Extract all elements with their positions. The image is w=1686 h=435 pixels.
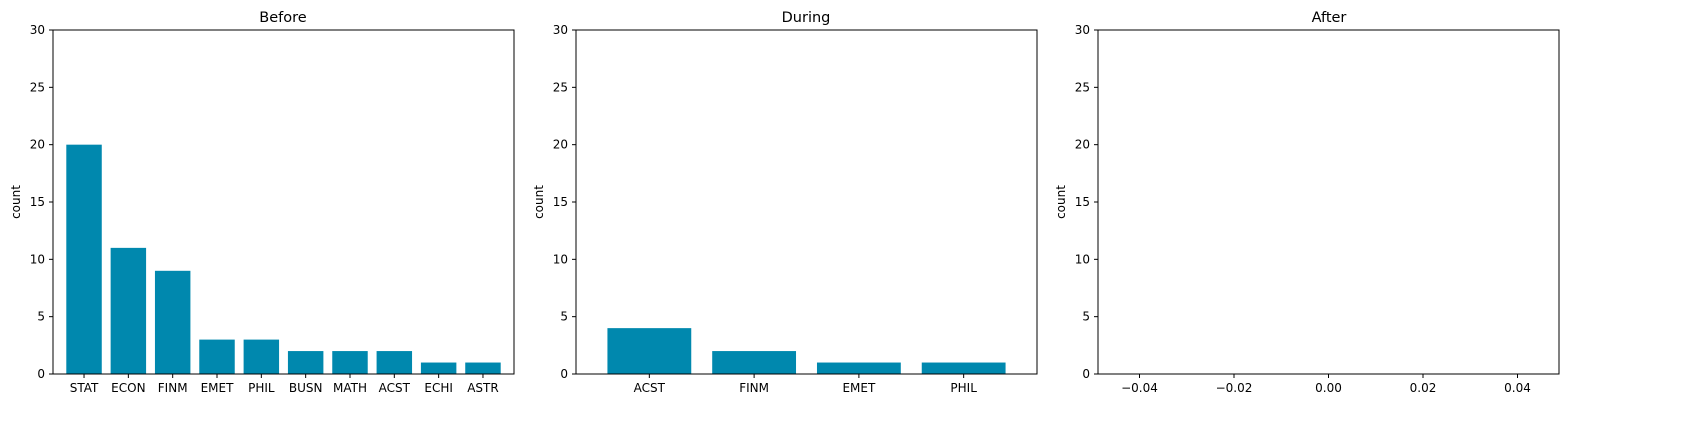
plot-frame	[1097, 29, 1560, 375]
y-tick-label: 0	[1082, 367, 1090, 381]
y-tick-label: 20	[30, 138, 45, 152]
y-tick-label: 15	[1075, 195, 1090, 209]
chart-panel-during: During count 0 5 10 15 20 25 30 ACST FINM EMET PH…	[532, 10, 1038, 395]
x-tick-label: −0.02	[1216, 381, 1253, 395]
y-tick-label: 30	[30, 23, 45, 37]
x-tick-label: ACST	[379, 381, 411, 395]
y-tick-label: 5	[560, 310, 568, 324]
x-tick-label: BUSN	[289, 381, 323, 395]
chart-title: During	[782, 10, 831, 26]
y-tick-label: 20	[1075, 138, 1090, 152]
y-tick-label: 0	[37, 367, 45, 381]
bar-astr	[465, 362, 501, 374]
chart-panel-after: After count 0 5 10 15 20 25 30 −0.04 −0.02 0.00 0…	[1054, 10, 1560, 395]
bar-stat	[66, 144, 102, 374]
y-tick-label: 5	[1082, 310, 1090, 324]
y-tick-label: 30	[553, 23, 568, 37]
y-axis-label: count	[532, 185, 546, 219]
x-tick-label: ECHI	[424, 381, 453, 395]
bar-econ	[110, 247, 147, 374]
x-tick-label: 0.02	[1410, 381, 1437, 395]
bar-busn	[287, 351, 324, 374]
y-tick-label: 15	[553, 195, 568, 209]
y-axis-label: count	[9, 185, 23, 219]
bar-acst	[376, 351, 413, 374]
y-tick-label: 5	[37, 310, 45, 324]
bar-finm	[154, 270, 191, 374]
x-tick-label: EMET	[201, 381, 235, 395]
y-tick-label: 0	[560, 367, 568, 381]
x-tick-label: EMET	[842, 381, 876, 395]
y-tick-label: 10	[30, 252, 45, 266]
x-tick-label: PHIL	[950, 381, 977, 395]
y-tick-label: 15	[30, 195, 45, 209]
bar-phil	[921, 362, 1006, 374]
plot-frame	[52, 29, 515, 375]
y-tick-label: 10	[1075, 252, 1090, 266]
bar-acst	[607, 328, 692, 374]
x-tick-label: 0.04	[1504, 381, 1531, 395]
x-tick-label: FINM	[739, 381, 769, 395]
bar-emet	[199, 339, 235, 374]
x-tick-label: FINM	[158, 381, 188, 395]
x-tick-label: PHIL	[248, 381, 275, 395]
y-axis-label: count	[1054, 185, 1068, 219]
x-tick-label: ECON	[111, 381, 145, 395]
y-tick-label: 20	[553, 138, 568, 152]
y-tick-label: 25	[1075, 80, 1090, 94]
y-tick-label: 25	[30, 80, 45, 94]
bar-echi	[420, 362, 457, 374]
bar-emet	[816, 362, 901, 374]
bar-math	[332, 351, 368, 374]
x-tick-label: STAT	[70, 381, 99, 395]
y-tick-label: 30	[1075, 23, 1090, 37]
chart-title: Before	[259, 10, 306, 26]
bar-finm	[712, 351, 797, 374]
plot-frame	[575, 29, 1038, 375]
x-tick-label: ACST	[634, 381, 666, 395]
chart-title: After	[1312, 10, 1347, 26]
bar-phil	[243, 339, 280, 374]
x-tick-label: 0.00	[1315, 381, 1342, 395]
x-tick-label: MATH	[333, 381, 367, 395]
chart-panel-before: Before count 0 5 10 15 20 25 30 STAT ECON FINM EM…	[9, 10, 515, 395]
x-tick-label: −0.04	[1121, 381, 1158, 395]
y-tick-label: 25	[553, 80, 568, 94]
y-tick-label: 10	[553, 252, 568, 266]
x-tick-label: ASTR	[467, 381, 499, 395]
